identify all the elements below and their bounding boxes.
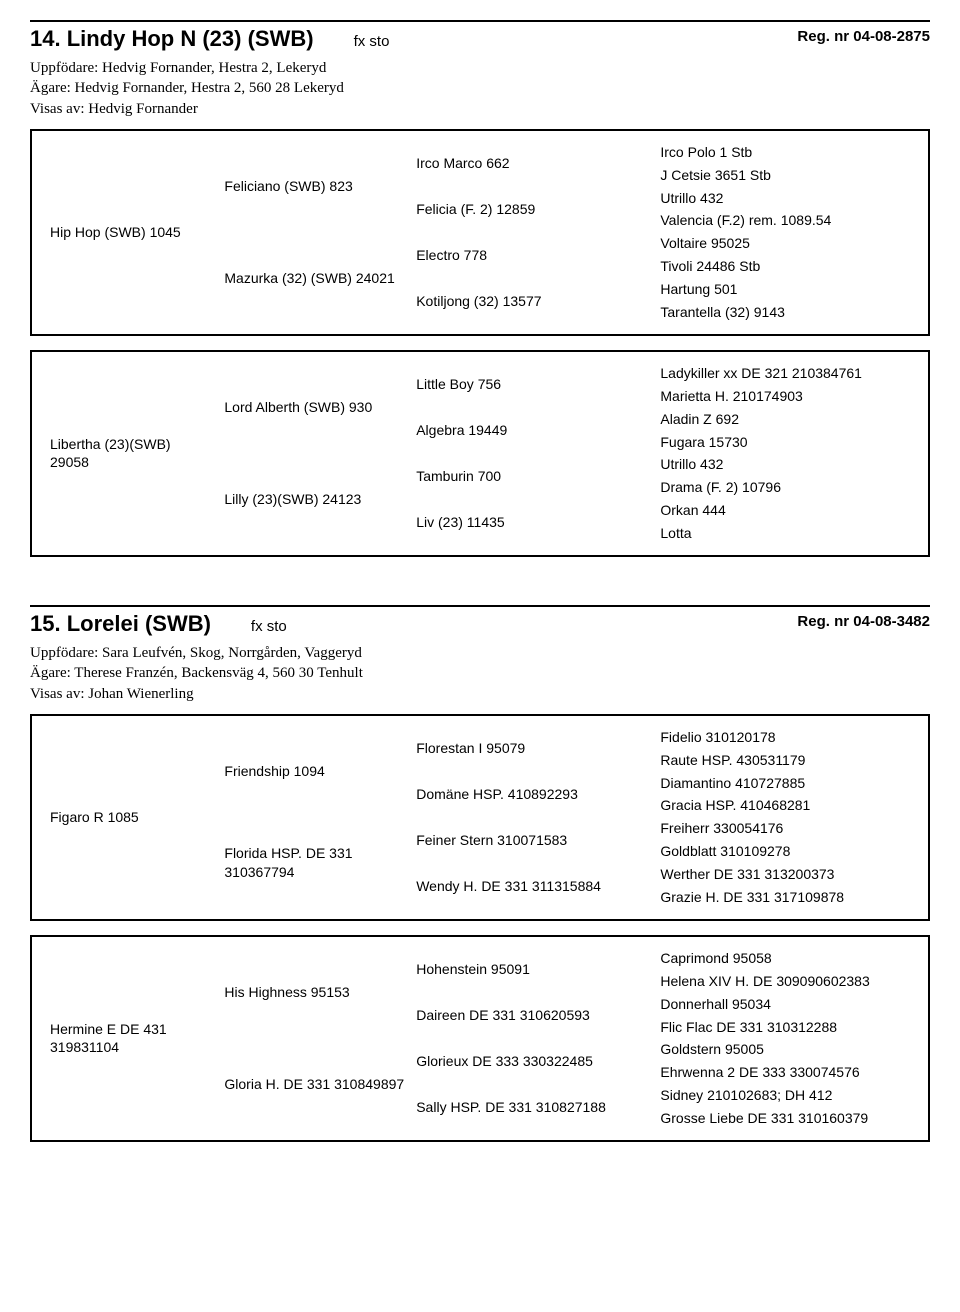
gen2-cell: Feliciano (SWB) 823 (218, 141, 410, 233)
entry-title: 15. Lorelei (SWB) (30, 611, 211, 637)
gen4-cell: Donnerhall 95034 (654, 993, 916, 1016)
gen4-cell: Irco Polo 1 Stb (654, 141, 916, 164)
gen3-cell: Liv (23) 11435 (410, 499, 654, 545)
people-block: Uppfödare: Sara Leufvén, Skog, Norrgårde… (30, 643, 930, 704)
title-row: 14. Lindy Hop N (23) (SWB) fx sto (30, 26, 930, 52)
entry-subtitle: fx sto (251, 618, 287, 635)
gen4-cell: Orkan 444 (654, 499, 916, 522)
gen4-cell: Utrillo 432 (654, 187, 916, 210)
gen3-cell: Glorieux DE 333 330322485 (410, 1038, 654, 1084)
gen4-cell: Fugara 15730 (654, 431, 916, 454)
people-line: Uppfödare: Hedvig Fornander, Hestra 2, L… (30, 58, 930, 78)
gen3-cell: Kotiljong (32) 13577 (410, 278, 654, 324)
gen3-cell: Felicia (F. 2) 12859 (410, 187, 654, 233)
gen2-cell: His Highness 95153 (218, 947, 410, 1039)
entry-reg: Reg. nr 04-08-2875 (797, 28, 930, 45)
gen4-cell: Raute HSP. 430531179 (654, 749, 916, 772)
gen1-cell: Figaro R 1085 (44, 726, 218, 909)
gen4-cell: Voltaire 95025 (654, 232, 916, 255)
gen4-cell: Ladykiller xx DE 321 210384761 (654, 362, 916, 385)
pedigree-table: Figaro R 1085Friendship 1094Florestan I … (44, 726, 916, 909)
people-block: Uppfödare: Hedvig Fornander, Hestra 2, L… (30, 58, 930, 119)
gen3-cell: Algebra 19449 (410, 408, 654, 454)
gen4-cell: Tarantella (32) 9143 (654, 301, 916, 324)
gen4-cell: Freiherr 330054176 (654, 817, 916, 840)
gen4-cell: J Cetsie 3651 Stb (654, 164, 916, 187)
gen4-cell: Utrillo 432 (654, 453, 916, 476)
gen4-cell: Goldblatt 310109278 (654, 840, 916, 863)
gen3-cell: Electro 778 (410, 232, 654, 278)
gen3-cell: Sally HSP. DE 331 310827188 (410, 1084, 654, 1130)
gen4-cell: Diamantino 410727885 (654, 772, 916, 795)
gen3-cell: Little Boy 756 (410, 362, 654, 408)
entry-header: 14. Lindy Hop N (23) (SWB) fx sto Reg. nr … (30, 20, 930, 52)
gen1-cell: Libertha (23)(SWB) 29058 (44, 362, 218, 545)
gen4-cell: Lotta (654, 522, 916, 545)
pedigree-box: Libertha (23)(SWB) 29058Lord Alberth (SW… (30, 350, 930, 557)
title-row: 15. Lorelei (SWB) fx sto (30, 611, 930, 637)
gen3-cell: Wendy H. DE 331 311315884 (410, 863, 654, 909)
gen3-cell: Hohenstein 95091 (410, 947, 654, 993)
gen4-cell: Marietta H. 210174903 (654, 385, 916, 408)
gen2-cell: Friendship 1094 (218, 726, 410, 818)
gen3-cell: Daireen DE 331 310620593 (410, 993, 654, 1039)
gen3-cell: Florestan I 95079 (410, 726, 654, 772)
gen4-cell: Sidney 210102683; DH 412 (654, 1084, 916, 1107)
pedigree-table: Hip Hop (SWB) 1045Feliciano (SWB) 823Irc… (44, 141, 916, 324)
gen2-cell: Gloria H. DE 331 310849897 (218, 1038, 410, 1130)
gen4-cell: Aladin Z 692 (654, 408, 916, 431)
gen2-cell: Lilly (23)(SWB) 24123 (218, 453, 410, 545)
pedigree-table: Libertha (23)(SWB) 29058Lord Alberth (SW… (44, 362, 916, 545)
gen4-cell: Ehrwenna 2 DE 333 330074576 (654, 1061, 916, 1084)
gen4-cell: Helena XIV H. DE 309090602383 (654, 970, 916, 993)
gen4-cell: Tivoli 24486 Stb (654, 255, 916, 278)
gen2-cell: Lord Alberth (SWB) 930 (218, 362, 410, 454)
gen4-cell: Hartung 501 (654, 278, 916, 301)
gen3-cell: Irco Marco 662 (410, 141, 654, 187)
people-line: Uppfödare: Sara Leufvén, Skog, Norrgårde… (30, 643, 930, 663)
entry-subtitle: fx sto (354, 33, 390, 50)
gen2-cell: Mazurka (32) (SWB) 24021 (218, 232, 410, 324)
gen4-cell: Grosse Liebe DE 331 310160379 (654, 1107, 916, 1130)
entry-header: 15. Lorelei (SWB) fx sto Reg. nr 04-08-348… (30, 605, 930, 637)
gen4-cell: Caprimond 95058 (654, 947, 916, 970)
people-line: Ägare: Therese Franzén, Backensväg 4, 56… (30, 663, 930, 683)
gen4-cell: Grazie H. DE 331 317109878 (654, 886, 916, 909)
gen3-cell: Tamburin 700 (410, 453, 654, 499)
people-line: Visas av: Johan Wienerling (30, 684, 930, 704)
gen4-cell: Flic Flac DE 331 310312288 (654, 1016, 916, 1039)
pedigree-table: Hermine E DE 431 319831104His Highness 9… (44, 947, 916, 1130)
gen4-cell: Valencia (F.2) rem. 1089.54 (654, 209, 916, 232)
people-line: Ägare: Hedvig Fornander, Hestra 2, 560 2… (30, 78, 930, 98)
gen2-cell: Florida HSP. DE 331 310367794 (218, 817, 410, 909)
horse-entry: 14. Lindy Hop N (23) (SWB) fx sto Reg. nr … (30, 20, 930, 557)
entry-title: 14. Lindy Hop N (23) (SWB) (30, 26, 314, 52)
entry-reg: Reg. nr 04-08-3482 (797, 613, 930, 630)
gen1-cell: Hermine E DE 431 319831104 (44, 947, 218, 1130)
gen4-cell: Fidelio 310120178 (654, 726, 916, 749)
pedigree-box: Hermine E DE 431 319831104His Highness 9… (30, 935, 930, 1142)
people-line: Visas av: Hedvig Fornander (30, 99, 930, 119)
gen3-cell: Domäne HSP. 410892293 (410, 772, 654, 818)
pedigree-box: Hip Hop (SWB) 1045Feliciano (SWB) 823Irc… (30, 129, 930, 336)
gen1-cell: Hip Hop (SWB) 1045 (44, 141, 218, 324)
gen3-cell: Feiner Stern 310071583 (410, 817, 654, 863)
gen4-cell: Drama (F. 2) 10796 (654, 476, 916, 499)
gen4-cell: Goldstern 95005 (654, 1038, 916, 1061)
horse-entry: 15. Lorelei (SWB) fx sto Reg. nr 04-08-348… (30, 605, 930, 1142)
pedigree-box: Figaro R 1085Friendship 1094Florestan I … (30, 714, 930, 921)
gen4-cell: Werther DE 331 313200373 (654, 863, 916, 886)
gen4-cell: Gracia HSP. 410468281 (654, 794, 916, 817)
